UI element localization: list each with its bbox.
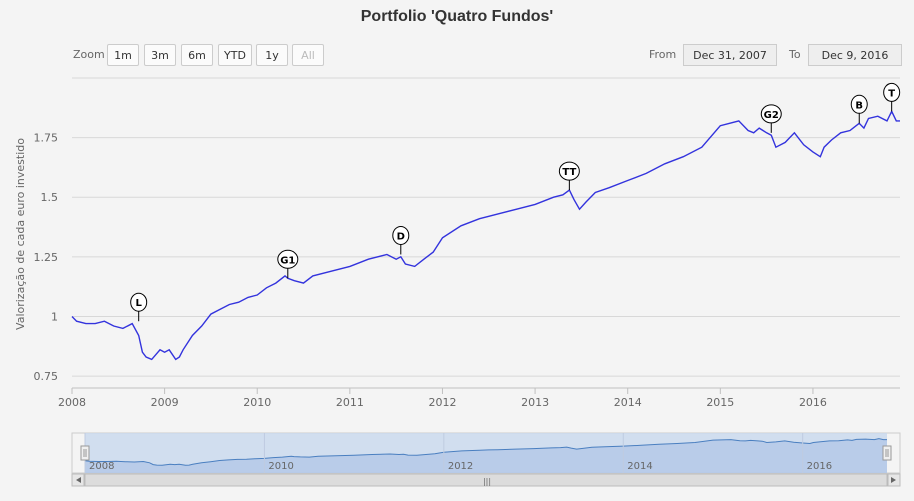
x-tick-label: 2011 [336,396,364,409]
navigator-tick-label: 2016 [807,461,832,472]
zoom-1y-button[interactable]: 1y [256,44,288,66]
flag-bubble [392,225,410,245]
x-tick-label: 2008 [58,396,86,409]
y-tick-label: 1 [51,310,58,323]
zoom-6m-button[interactable]: 6m [181,44,213,66]
flag-bubble [277,249,299,269]
flag-bubble [883,82,901,102]
to-label: To [789,48,801,61]
x-tick-label: 2016 [799,396,827,409]
flag-bubble [850,94,868,114]
x-tick-label: 2014 [614,396,642,409]
to-date-input[interactable]: Dec 9, 2016 [808,44,902,66]
navigator-series-area [85,438,887,473]
flag-marker[interactable]: TT [558,161,580,191]
x-tick-label: 2015 [706,396,734,409]
flag-label: B [855,100,863,111]
from-label: From [649,48,677,61]
scrollbar-grip: ||| [483,477,491,486]
navigator-tick-label: 2008 [89,461,114,472]
flag-marker[interactable]: G2 [760,104,782,133]
flag-label: D [397,231,405,242]
scroll-right-arrow-icon [891,477,896,483]
zoom-ytd-button[interactable]: YTD [218,44,252,66]
navigator-left-handle[interactable] [80,445,90,461]
navigator-series-line [84,438,887,466]
navigator-tick-label: 2012 [448,461,473,472]
y-tick-label: 1.5 [41,191,59,204]
flag-bubble [760,104,782,124]
navigator-right-handle[interactable] [882,445,892,461]
y-tick-label: 1.75 [34,132,59,145]
x-tick-label: 2012 [428,396,456,409]
zoom-1m-button[interactable]: 1m [107,44,139,66]
flag-marker[interactable]: L [130,292,148,322]
flag-label: TT [562,167,576,178]
flag-bubble [558,161,580,181]
scroll-left-arrow-icon [76,477,81,483]
flag-marker[interactable]: G1 [277,249,299,279]
y-axis-label: Valorização de cada euro investido [14,138,27,330]
flag-bubble [130,292,148,312]
chart-title: Portfolio 'Quatro Fundos' [360,8,554,25]
flag-label: L [135,298,142,309]
y-tick-label: 1.25 [34,251,59,264]
series-line [71,109,900,361]
flag-label: G2 [764,110,779,121]
y-tick-label: 0.75 [34,370,59,383]
scrollbar-thumb[interactable] [84,473,888,487]
x-tick-label: 2010 [243,396,271,409]
zoom-label: Zoom [73,48,105,61]
flag-label: G1 [280,255,295,266]
navigator-tick-label: 2014 [627,461,652,472]
from-date-input[interactable]: Dec 31, 2007 [683,44,777,66]
flag-label: T [888,88,895,99]
flag-marker[interactable]: T [883,82,901,112]
flag-marker[interactable]: D [392,225,410,255]
zoom-all-button[interactable]: All [292,44,324,66]
zoom-3m-button[interactable]: 3m [144,44,176,66]
navigator-tick-label: 2010 [268,461,293,472]
x-tick-label: 2009 [151,396,179,409]
flag-marker[interactable]: B [850,94,868,124]
x-tick-label: 2013 [521,396,549,409]
